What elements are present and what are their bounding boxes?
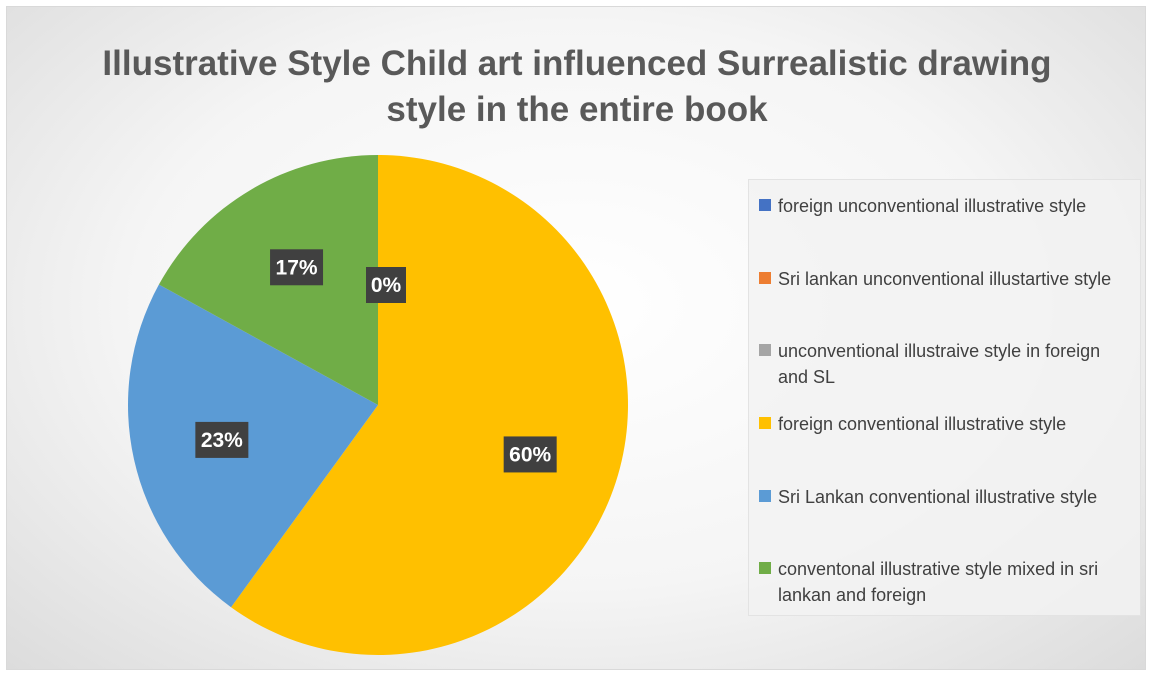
data-label: 17% [270, 249, 324, 286]
legend-label: conventonal illustrative style mixed in … [778, 559, 1099, 605]
legend-label: foreign conventional illustrative style [778, 414, 1067, 434]
data-label-box [270, 249, 324, 286]
legend-swatch [759, 490, 771, 502]
data-label-box [195, 421, 249, 458]
chart-title: Illustrative Style Child art influenced … [102, 44, 1052, 129]
pie-slice [127, 284, 378, 608]
legend-label: Sri Lankan conventional illustrative sty… [778, 487, 1098, 507]
legend-swatch [759, 199, 771, 211]
chart-legend: foreign unconventional illustrative styl… [748, 179, 1141, 616]
legend-label: unconventional illustraive style in fore… [778, 341, 1101, 387]
legend-label: foreign unconventional illustrative styl… [778, 196, 1087, 216]
data-label-box [503, 436, 557, 473]
data-label-box [366, 267, 406, 303]
data-label-text: 0% [371, 274, 402, 297]
legend-label: Sri lankan unconventional illustartive s… [778, 269, 1112, 289]
data-label-text: 17% [276, 256, 318, 279]
pie-slice [231, 155, 628, 655]
legend-swatch [759, 272, 771, 284]
legend-swatch [759, 562, 771, 574]
data-label-text: 60% [509, 443, 551, 466]
data-label-text: 23% [201, 429, 243, 452]
data-label: 60% [503, 436, 557, 473]
data-label: 23% [195, 421, 249, 458]
legend-swatch [759, 417, 771, 429]
data-label: 0% [366, 267, 406, 303]
legend-swatch [759, 344, 771, 356]
pie-slice [158, 155, 378, 405]
